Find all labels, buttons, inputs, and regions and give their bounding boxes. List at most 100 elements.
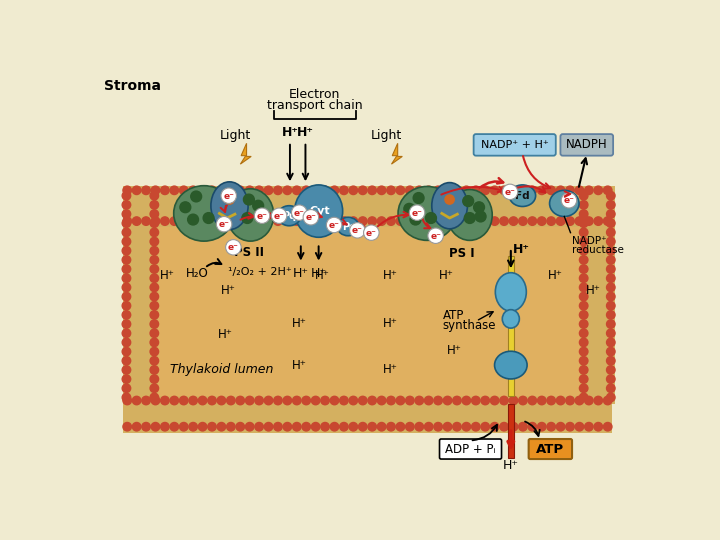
Text: H⁺: H⁺ <box>513 243 530 256</box>
Circle shape <box>150 366 158 374</box>
Circle shape <box>150 375 158 383</box>
Circle shape <box>580 237 588 246</box>
Circle shape <box>246 217 254 225</box>
Text: H⁺: H⁺ <box>292 359 307 372</box>
Circle shape <box>161 422 169 431</box>
Circle shape <box>445 195 454 204</box>
Circle shape <box>122 393 131 402</box>
Circle shape <box>243 194 254 205</box>
Circle shape <box>585 217 593 225</box>
Text: e⁻: e⁻ <box>412 208 423 218</box>
Circle shape <box>580 283 588 292</box>
Circle shape <box>122 329 131 338</box>
Text: H⁺: H⁺ <box>282 126 299 139</box>
Circle shape <box>566 422 575 431</box>
Circle shape <box>377 186 386 194</box>
Circle shape <box>500 396 508 405</box>
Text: e⁻: e⁻ <box>219 220 230 229</box>
Circle shape <box>594 422 603 431</box>
FancyBboxPatch shape <box>560 134 613 156</box>
Circle shape <box>330 186 338 194</box>
Circle shape <box>368 186 377 194</box>
Text: NADP⁺ + H⁺: NADP⁺ + H⁺ <box>481 140 549 150</box>
Circle shape <box>453 186 462 194</box>
Circle shape <box>150 237 158 246</box>
Circle shape <box>606 301 615 310</box>
Circle shape <box>302 217 310 225</box>
Circle shape <box>580 246 588 255</box>
FancyBboxPatch shape <box>439 439 502 459</box>
Text: Electron: Electron <box>289 88 341 101</box>
Circle shape <box>396 217 405 225</box>
Circle shape <box>396 422 405 431</box>
Circle shape <box>203 213 214 224</box>
FancyBboxPatch shape <box>474 134 556 156</box>
Circle shape <box>606 393 615 402</box>
Circle shape <box>444 422 451 431</box>
Circle shape <box>387 422 395 431</box>
Text: H⁺: H⁺ <box>383 363 398 376</box>
Circle shape <box>434 396 442 405</box>
Circle shape <box>547 217 555 225</box>
Circle shape <box>413 193 424 204</box>
Circle shape <box>580 375 588 383</box>
Circle shape <box>274 186 282 194</box>
Circle shape <box>472 396 480 405</box>
Circle shape <box>122 356 131 365</box>
Circle shape <box>580 329 588 338</box>
Circle shape <box>428 228 444 244</box>
Circle shape <box>150 265 158 273</box>
FancyBboxPatch shape <box>580 186 616 194</box>
Ellipse shape <box>277 206 301 226</box>
Circle shape <box>350 222 365 238</box>
Circle shape <box>349 396 358 405</box>
Text: H⁺: H⁺ <box>548 269 562 282</box>
Circle shape <box>321 186 329 194</box>
Circle shape <box>255 396 264 405</box>
Circle shape <box>246 396 254 405</box>
Ellipse shape <box>509 185 536 206</box>
Circle shape <box>528 186 536 194</box>
Circle shape <box>227 422 235 431</box>
Circle shape <box>606 310 615 319</box>
Circle shape <box>150 255 158 264</box>
Circle shape <box>255 186 264 194</box>
Circle shape <box>283 396 292 405</box>
Circle shape <box>424 422 433 431</box>
Circle shape <box>606 219 615 227</box>
Text: e⁻: e⁻ <box>228 243 239 252</box>
Circle shape <box>208 217 216 225</box>
Circle shape <box>580 393 588 402</box>
Text: e⁻: e⁻ <box>564 196 575 205</box>
Circle shape <box>500 186 508 194</box>
Text: H⁺: H⁺ <box>220 284 235 297</box>
FancyBboxPatch shape <box>129 213 602 417</box>
Circle shape <box>170 396 179 405</box>
Ellipse shape <box>398 186 456 240</box>
Circle shape <box>123 217 132 225</box>
Text: H⁺: H⁺ <box>293 267 309 280</box>
Circle shape <box>606 320 615 328</box>
Circle shape <box>518 422 527 431</box>
Circle shape <box>150 310 158 319</box>
Circle shape <box>122 292 131 301</box>
Circle shape <box>236 422 245 431</box>
Text: H⁺: H⁺ <box>310 267 327 280</box>
Circle shape <box>475 211 486 222</box>
Circle shape <box>509 217 518 225</box>
Circle shape <box>606 366 615 374</box>
Text: e⁻: e⁻ <box>274 212 284 221</box>
Circle shape <box>585 422 593 431</box>
Circle shape <box>528 422 536 431</box>
Circle shape <box>150 246 158 255</box>
Circle shape <box>236 217 245 225</box>
Circle shape <box>580 384 588 393</box>
Circle shape <box>236 396 245 405</box>
Circle shape <box>122 384 131 393</box>
Circle shape <box>340 396 348 405</box>
Circle shape <box>236 186 245 194</box>
Circle shape <box>415 217 423 225</box>
Circle shape <box>606 356 615 365</box>
Circle shape <box>585 396 593 405</box>
Circle shape <box>481 396 490 405</box>
